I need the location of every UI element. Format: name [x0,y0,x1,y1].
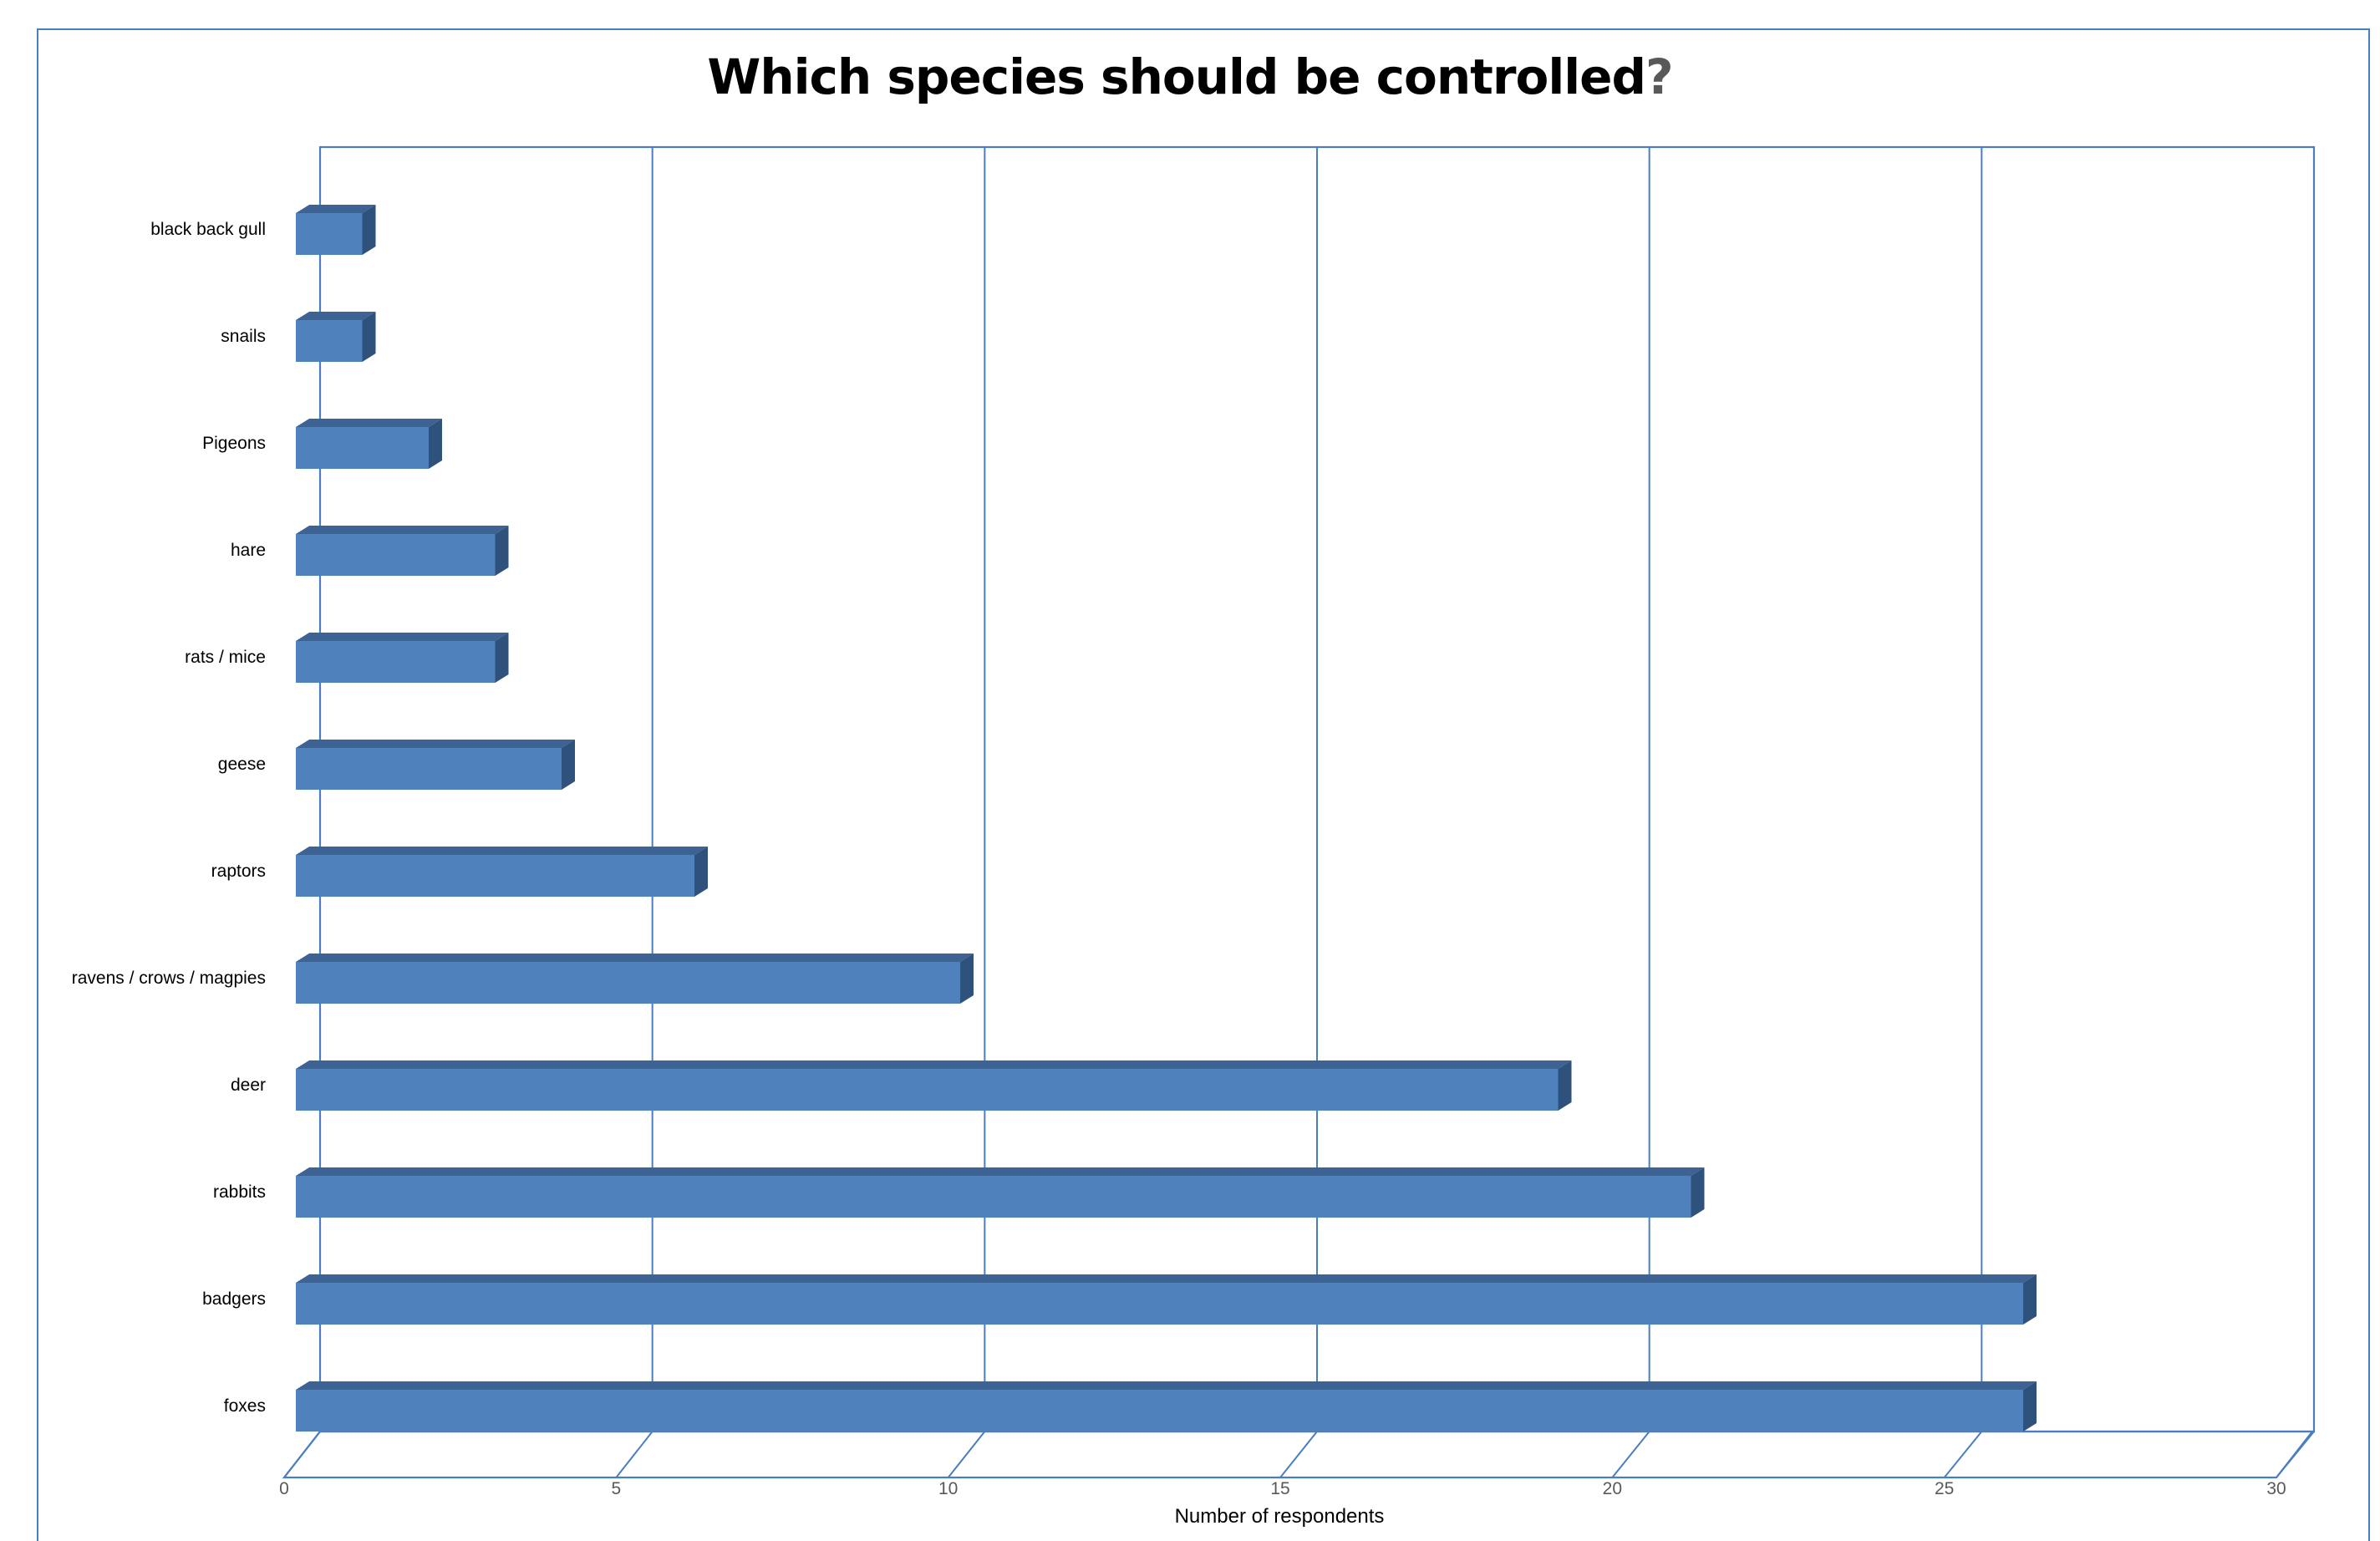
bar-top [296,526,509,534]
y-tick-label: geese [218,755,266,774]
bar-top [296,633,509,641]
floor-gridline [947,1431,986,1478]
bar-top [296,205,376,213]
floor-gridline [283,1431,321,1478]
bar-side [495,526,509,576]
y-axis-ticks: foxes badgers rabbits deer ravens / crows / … [72,220,266,1416]
bar [296,1283,2023,1325]
bar [296,641,496,683]
y-tick-label: hare [231,541,266,560]
bar-side [694,847,708,897]
floor-gridline [615,1431,653,1478]
bar-side [362,312,376,362]
bar-top [296,740,575,748]
bars [296,205,2037,1432]
bar [296,320,363,362]
y-tick-label: foxes [224,1396,266,1416]
x-tick-label: 10 [938,1479,958,1498]
bar [296,1069,1559,1111]
y-tick-label: ravens / crows / magpies [72,969,266,988]
chart-frame [37,28,2370,1541]
bar [296,534,496,576]
floor-gridline [1279,1431,1318,1478]
bar-top [296,954,974,962]
bar-side [562,740,575,790]
floor-gridline [1943,1431,1983,1478]
chart-title: Which species should be controlled? [0,48,2380,105]
y-tick-label: deer [231,1076,266,1095]
bar-side [1691,1167,1705,1218]
bar-top [296,1381,2037,1390]
bar [296,748,562,790]
y-tick-label: raptors [211,862,266,881]
bar [296,213,363,255]
x-tick-label: 15 [1270,1479,1289,1498]
bar [296,427,429,469]
chart-title-mark: ? [1645,48,1674,105]
bar-side [2023,1381,2037,1432]
bar-top [296,419,442,427]
x-tick-label: 25 [1935,1479,1954,1498]
y-tick-label: rats / mice [185,648,266,667]
x-tick-label: 30 [2266,1479,2286,1498]
bar [296,1176,1691,1218]
bar-top [296,312,376,320]
bar-top [296,1060,1572,1069]
bar [296,962,960,1004]
x-tick-label: 5 [611,1479,621,1498]
x-tick-label: 0 [279,1479,289,1498]
x-axis-label: Number of respondents [1175,1505,1385,1528]
x-axis-ticks: 0 5 10 15 20 25 30 [279,1479,2286,1498]
bar-side [429,419,442,469]
y-tick-label: badgers [202,1289,266,1309]
floor-gridline [2276,1431,2315,1478]
bar-side [1558,1060,1572,1111]
bar [296,855,694,897]
bar-side [362,205,376,255]
floor-gridline [1611,1431,1650,1478]
bar-top [296,1274,2037,1283]
x-tick-label: 20 [1603,1479,1622,1498]
bar-side [495,633,509,683]
y-tick-label: rabbits [213,1182,266,1202]
y-tick-label: Pigeons [202,434,266,453]
bar-side [960,954,974,1004]
bar-top [296,1167,1705,1176]
bar-side [2023,1274,2037,1325]
y-tick-label: snails [221,327,266,346]
chart-title-text: Which species should be controlled [707,48,1646,105]
bar-top [296,847,708,855]
y-tick-label: black back gull [150,220,266,239]
bar [296,1390,2023,1432]
